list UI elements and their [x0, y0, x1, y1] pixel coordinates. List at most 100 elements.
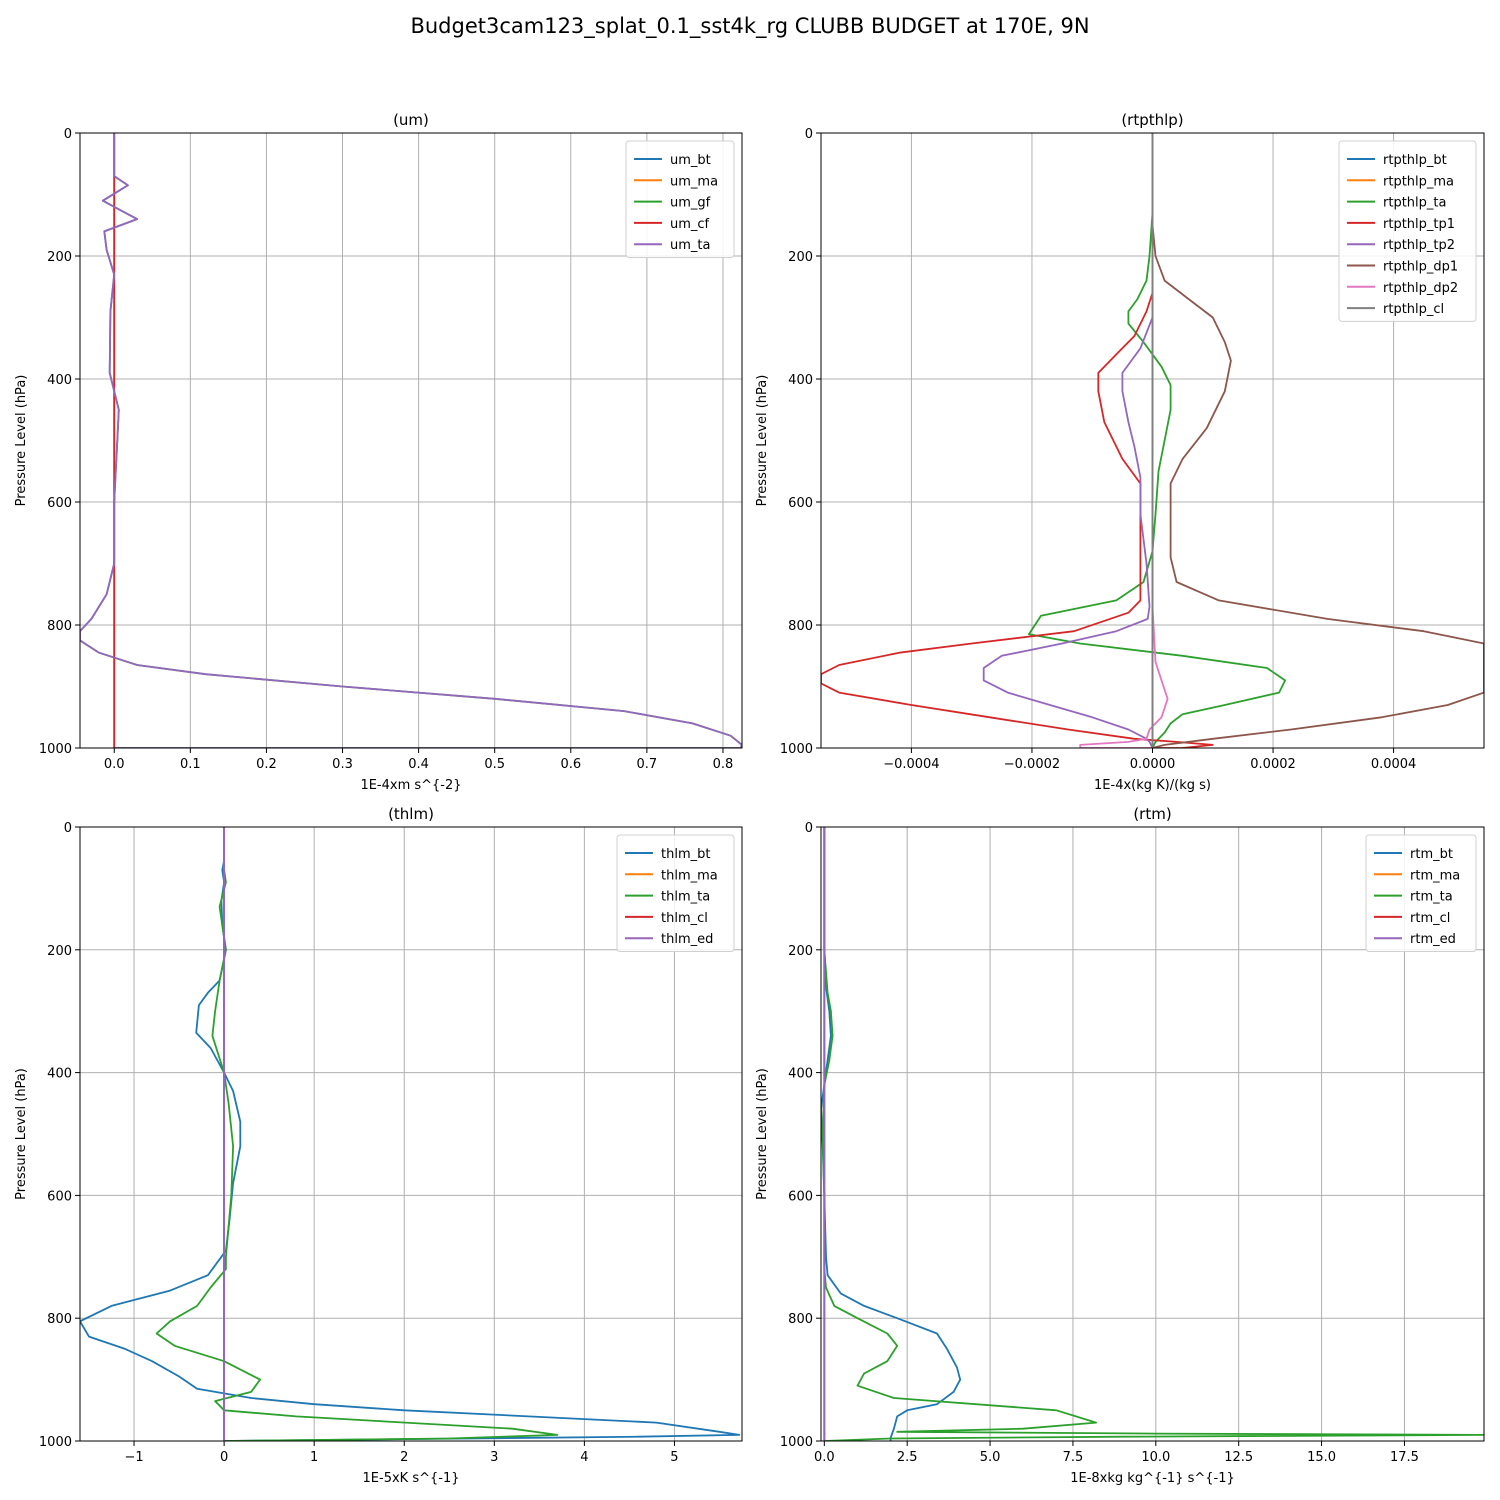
x-tick-label: 0.8	[713, 757, 734, 772]
x-tick-label: 5.0	[980, 1450, 1001, 1465]
legend: thlm_bt thlm_ma thlm_ta thlm_cl thlm_ed	[616, 834, 735, 952]
series-line-um_bt	[80, 133, 139, 632]
y-axis-label: Pressure Level (hPa)	[14, 1068, 29, 1200]
legend-label: thlm_ma	[661, 868, 718, 883]
legend-label: rtpthlp_cl	[1383, 302, 1444, 317]
y-tick-label: 0	[805, 821, 813, 836]
legend-box	[625, 140, 735, 258]
legend-label: thlm_bt	[661, 847, 710, 862]
legend-label: rtpthlp_ma	[1383, 174, 1454, 189]
y-tick-label: 400	[788, 1067, 813, 1082]
x-tick-label: 0.0	[104, 757, 125, 772]
y-tick-label: 800	[47, 619, 72, 634]
legend-label: rtpthlp_dp2	[1383, 281, 1458, 296]
series-line-rtpthlp_dp1	[1151, 133, 1484, 748]
legend: um_bt um_ma um_gf um_cf um_ta	[625, 140, 735, 258]
x-tick-label: 1	[310, 1450, 318, 1465]
series-line-rtpthlp_tp2	[982, 133, 1154, 748]
x-axis-label: 1E-8xkg kg^{-1} s^{-1}	[1070, 1471, 1235, 1486]
x-tick-label: 0	[220, 1450, 228, 1465]
y-tick-label: 1000	[780, 1435, 813, 1450]
x-tick-label: 2	[400, 1450, 408, 1465]
series-line-um_ta	[80, 133, 742, 748]
chart-panel-3: 0.0 2.5 5.0 7.5 10.0 12.5 15.0 17.5 0 200 400 600 80…	[755, 805, 1485, 1486]
x-tick-label: 0.0004	[1371, 757, 1417, 772]
y-tick-label: 200	[788, 944, 813, 959]
series-line-rtpthlp_tp1	[821, 133, 1214, 748]
x-tick-label: 7.5	[1063, 1450, 1084, 1465]
legend-label: rtpthlp_dp1	[1383, 260, 1458, 275]
axes-frame	[820, 826, 1485, 1442]
legend-label: um_ma	[670, 174, 718, 189]
x-tick-label: −1	[124, 1450, 143, 1465]
legend: rtpthlp_bt rtpthlp_ma rtpthlp_ta rtpthlp_tp…	[1338, 140, 1477, 322]
y-tick-label: 0	[805, 127, 813, 142]
x-axis-label: 1E-4xm s^{-2}	[360, 778, 461, 793]
y-tick-label: 1000	[780, 742, 813, 757]
y-tick-label: 600	[47, 1189, 72, 1204]
y-axis-label: Pressure Level (hPa)	[755, 375, 770, 507]
series-line-thlm_ta	[155, 869, 559, 1441]
y-tick-label: 200	[47, 944, 72, 959]
legend-label: rtpthlp_tp2	[1383, 238, 1455, 253]
legend-label: rtm_ed	[1410, 932, 1456, 947]
y-tick-label: 0	[64, 127, 72, 142]
series-line-rtpthlp_ta	[1028, 133, 1286, 748]
legend-label: rtm_ta	[1410, 890, 1453, 905]
x-tick-label: 17.5	[1390, 1450, 1419, 1465]
x-tick-label: 15.0	[1307, 1450, 1336, 1465]
legend-label: um_cf	[670, 217, 710, 232]
x-tick-label: 2.5	[897, 1450, 918, 1465]
x-tick-label: 12.5	[1224, 1450, 1253, 1465]
legend-box	[1365, 834, 1477, 952]
x-tick-label: 5	[670, 1450, 678, 1465]
y-tick-label: 0	[64, 821, 72, 836]
legend-label: um_ta	[670, 238, 710, 253]
y-tick-label: 600	[47, 496, 72, 511]
legend: rtm_bt rtm_ma rtm_ta rtm_cl rtm_ed	[1365, 834, 1477, 952]
chart-title: (thlm)	[388, 805, 434, 823]
legend-box	[616, 834, 735, 952]
figure-title: Budget3cam123_splat_0.1_sst4k_rg CLUBB B…	[410, 14, 1090, 38]
x-tick-label: 3	[490, 1450, 498, 1465]
y-tick-label: 200	[47, 250, 72, 265]
axes-frame	[79, 132, 743, 749]
legend-label: rtm_cl	[1410, 911, 1450, 926]
legend-label: thlm_ta	[661, 890, 710, 905]
series-line-rtm_bt	[821, 827, 962, 1441]
x-tick-label: 0.0002	[1250, 757, 1296, 772]
chart-title: (um)	[393, 111, 429, 129]
y-axis-label: Pressure Level (hPa)	[14, 375, 29, 507]
y-tick-label: 800	[47, 1312, 72, 1327]
chart-title: (rtm)	[1133, 805, 1171, 823]
x-tick-label: 0.0000	[1130, 757, 1176, 772]
legend-label: rtm_ma	[1410, 868, 1460, 883]
y-tick-label: 1000	[39, 742, 72, 757]
legend-box	[1338, 140, 1477, 322]
y-tick-label: 200	[788, 250, 813, 265]
series-line-rtpthlp_dp2	[1079, 133, 1169, 748]
y-tick-label: 800	[788, 619, 813, 634]
x-tick-label: 10.0	[1141, 1450, 1170, 1465]
chart-panel-1: −0.0004 −0.0002 0.0000 0.0002 0.0004 0 200 400 6…	[755, 111, 1485, 793]
legend-label: um_bt	[670, 153, 711, 168]
x-tick-label: 0.3	[332, 757, 353, 772]
legend-label: rtpthlp_bt	[1383, 153, 1447, 168]
y-tick-label: 600	[788, 1189, 813, 1204]
x-axis-label: 1E-4x(kg K)/(kg s)	[1094, 778, 1211, 793]
x-tick-label: 0.0	[814, 1450, 835, 1465]
x-tick-label: 0.5	[484, 757, 505, 772]
y-tick-label: 600	[788, 496, 813, 511]
x-tick-label: 0.6	[560, 757, 581, 772]
y-tick-label: 400	[47, 1067, 72, 1082]
series-line-um_gf	[80, 639, 742, 748]
y-tick-label: 1000	[39, 1435, 72, 1450]
x-tick-label: 0.4	[408, 757, 429, 772]
y-tick-label: 400	[788, 373, 813, 388]
chart-title: (rtpthlp)	[1121, 111, 1183, 129]
y-axis-label: Pressure Level (hPa)	[755, 1068, 770, 1200]
chart-panel-2: −1 0 1 2 3 4 5 0 200 400 600 800 1000 (thlm) 1E-5xK s^…	[14, 805, 743, 1486]
legend-label: rtm_bt	[1410, 847, 1453, 862]
legend-label: um_gf	[670, 196, 711, 211]
